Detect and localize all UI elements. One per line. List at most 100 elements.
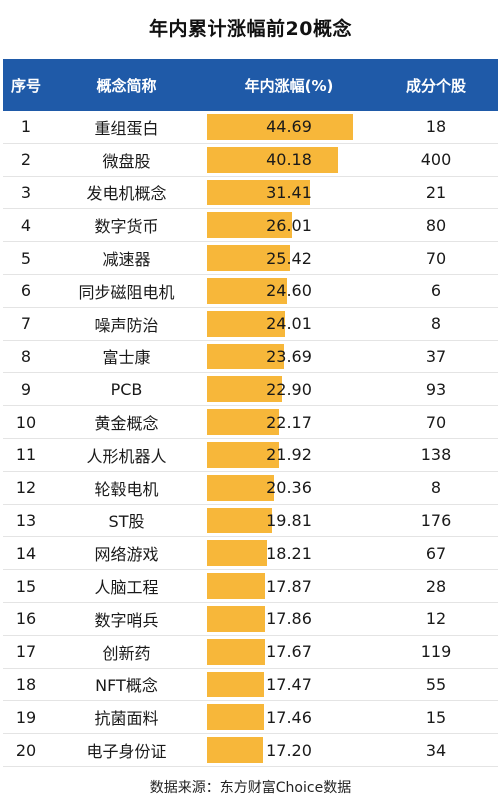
rank-cell: 8 xyxy=(20,346,32,366)
gain-bar xyxy=(207,540,267,567)
concept-name-cell: 同步磁阻电机 xyxy=(78,282,175,302)
stock-count-cell: 28 xyxy=(425,576,447,596)
source-note: 数据来源：东方财富Choice数据 xyxy=(149,780,352,796)
stock-count-cell: 93 xyxy=(425,379,447,399)
gain-cell: 26.01 xyxy=(204,209,374,241)
rank-cell: 4 xyxy=(20,215,32,235)
gain-cell: 20.36 xyxy=(204,472,374,504)
gain-bar xyxy=(207,179,310,206)
concept-name-cell: 网络游戏 xyxy=(94,545,159,565)
gain-value-label: 40.18 xyxy=(266,150,312,170)
header-rank: 序号 xyxy=(10,76,41,95)
stock-count-cell: 6 xyxy=(430,281,442,301)
gain-bar xyxy=(207,146,339,173)
rank-cell: 5 xyxy=(20,248,32,268)
gain-bar xyxy=(207,573,266,599)
gain-bar xyxy=(207,605,266,632)
gain-value-label: 17.67 xyxy=(266,642,312,662)
gain-cell: 23.69 xyxy=(204,341,374,373)
stock-count-cell: 8 xyxy=(430,478,442,498)
stock-count-cell: 400 xyxy=(420,150,452,170)
table-row: 4 数字货币 26.01 80 xyxy=(3,209,498,243)
gain-bar xyxy=(207,737,264,763)
gain-cell: 44.69 xyxy=(204,111,374,143)
concept-name-cell: 发电机概念 xyxy=(86,184,167,204)
gain-bar xyxy=(207,277,288,304)
gain-cell: 24.01 xyxy=(204,308,374,340)
stock-count-cell: 119 xyxy=(420,642,452,662)
rank-cell: 11 xyxy=(15,445,37,465)
gain-bar xyxy=(207,376,282,403)
concept-name-cell: 富士康 xyxy=(102,348,151,368)
table-row: 16 数字哨兵 17.86 12 xyxy=(3,603,498,636)
gain-value-label: 17.87 xyxy=(266,576,312,596)
concept-name-cell: 减速器 xyxy=(102,250,151,270)
table-row: 11 人形机器人 21.92 138 xyxy=(3,439,498,472)
stock-count-cell: 70 xyxy=(425,248,447,268)
gain-bar xyxy=(207,245,290,271)
rank-cell: 20 xyxy=(15,740,37,760)
concept-name-cell: 电子身份证 xyxy=(86,742,167,762)
gain-cell: 17.47 xyxy=(204,669,374,701)
gain-value-label: 24.60 xyxy=(266,281,312,301)
gain-value-label: 21.92 xyxy=(266,445,312,465)
gain-value-label: 20.36 xyxy=(266,478,312,498)
gain-value-label: 17.46 xyxy=(266,707,312,727)
concept-name-cell: 微盘股 xyxy=(102,151,151,171)
table-row: 15 人脑工程 17.87 28 xyxy=(3,570,498,603)
gain-cell: 40.18 xyxy=(204,144,374,176)
table-row: 18 NFT概念 17.47 55 xyxy=(3,669,498,702)
gain-value-label: 17.20 xyxy=(266,740,312,760)
table-row: 9 PCB 22.90 93 xyxy=(3,373,498,407)
gain-bar xyxy=(207,671,265,698)
rank-cell: 7 xyxy=(20,314,32,334)
table-row: 3 发电机概念 31.41 21 xyxy=(3,177,498,210)
gain-value-label: 22.17 xyxy=(266,412,312,432)
gain-cell: 19.81 xyxy=(204,505,374,537)
rank-cell: 16 xyxy=(15,609,37,629)
header-gain: 年内涨幅(%) xyxy=(204,59,374,111)
concept-name-cell: PCB xyxy=(110,379,143,399)
stock-count-cell: 80 xyxy=(425,215,447,235)
stock-count-cell: 15 xyxy=(425,707,447,727)
rank-cell: 6 xyxy=(20,281,32,301)
gain-cell: 22.17 xyxy=(204,406,374,438)
concept-name-cell: 数字货币 xyxy=(94,217,159,237)
stock-count-cell: 21 xyxy=(425,182,447,202)
concept-name-cell: 轮毂电机 xyxy=(94,479,159,499)
rank-cell: 18 xyxy=(15,674,37,694)
gain-value-label: 23.69 xyxy=(266,346,312,366)
header-stocks: 成分个股 xyxy=(405,76,466,95)
table-row: 7 噪声防治 24.01 8 xyxy=(3,308,498,341)
gain-value-label: 17.86 xyxy=(266,609,312,629)
rank-cell: 1 xyxy=(20,117,32,137)
gain-bar xyxy=(207,310,286,337)
rank-cell: 15 xyxy=(15,576,37,596)
table-row: 19 抗菌面料 17.46 15 xyxy=(3,701,498,735)
rank-cell: 2 xyxy=(20,150,32,170)
table-row: 8 富士康 23.69 37 xyxy=(3,341,498,374)
stock-count-cell: 8 xyxy=(430,314,442,334)
concept-name-cell: 人形机器人 xyxy=(86,446,167,466)
gain-bar xyxy=(207,441,279,468)
stock-count-cell: 55 xyxy=(425,674,447,694)
gain-value-label: 19.81 xyxy=(266,510,312,530)
chart-title: 年内累计涨幅前20概念 xyxy=(149,18,352,40)
gain-bar xyxy=(207,474,274,501)
rank-cell: 9 xyxy=(20,379,32,399)
gain-bar xyxy=(207,704,264,731)
gain-cell: 17.87 xyxy=(204,570,374,602)
gain-cell: 17.46 xyxy=(204,701,374,733)
stock-count-cell: 18 xyxy=(425,117,447,137)
gain-bar xyxy=(207,114,353,140)
table-row: 20 电子身份证 17.20 34 xyxy=(3,734,498,767)
gain-value-label: 18.21 xyxy=(266,543,312,563)
gain-cell: 18.21 xyxy=(204,537,374,569)
gain-bar xyxy=(207,212,292,239)
gain-bar xyxy=(207,507,272,534)
concept-table: 序号 概念简称 年内涨幅(%) 成分个股 1 重组蛋白 44.69 18 2 微盘股 40.… xyxy=(3,59,498,767)
concept-name-cell: 抗菌面料 xyxy=(94,709,159,729)
stock-count-cell: 37 xyxy=(425,346,447,366)
concept-name-cell: 黄金概念 xyxy=(94,414,159,434)
gain-cell: 22.90 xyxy=(204,373,374,405)
